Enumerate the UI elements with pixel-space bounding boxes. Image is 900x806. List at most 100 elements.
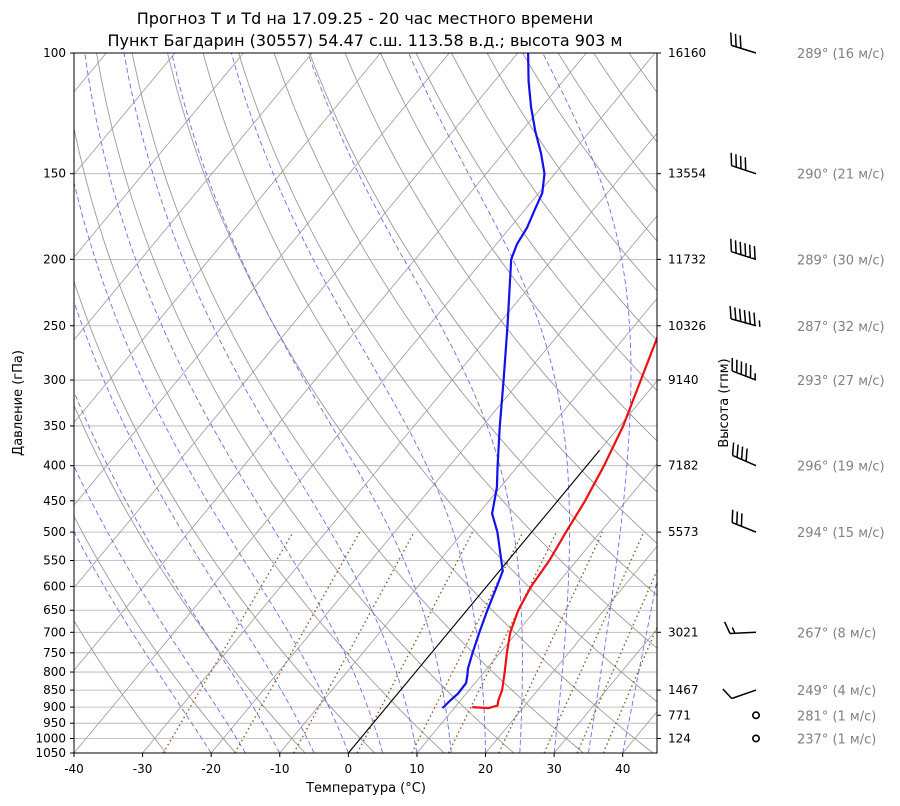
pressure-tick-label: 750 [43,646,66,660]
height-tick-label: 124 [668,731,691,745]
isotherm-line [142,132,657,753]
dry-adiabat-line [309,53,657,544]
moist-adiabat-line [408,53,570,753]
x-axis-label: Температура (°C) [305,781,426,796]
isotherm-line [74,53,587,671]
dry-adiabat-line [665,53,900,753]
wind-barb-label: 290° (21 м/с) [797,168,885,183]
pressure-tick-label: 650 [43,603,66,617]
wind-barbs-panel: 289° (16 м/с) 290° (21 м/с) 289° (30 м/с) 2… [722,32,885,747]
wind-barb [722,688,757,700]
height-tick-label: 771 [668,708,691,722]
x-axis-ticks: -40 -30 -20 -10 0 10 20 30 40 [64,753,630,776]
wind-barb [731,509,757,533]
mixing-ratio-line [356,531,474,753]
moist-adiabat-line [307,53,523,753]
height-tick-label: 9140 [668,373,699,387]
pressure-tick-label: 700 [43,625,66,639]
calm-wind-circle [751,734,760,743]
data-series [441,53,657,710]
dry-adiabat-line [167,53,654,753]
moist-adiabat-line [622,578,657,753]
moist-adiabat-line [123,53,418,753]
pressure-tick-label: 150 [43,167,66,181]
isotherm-line [553,628,657,753]
dry-adiabat-line [380,53,657,442]
x-tick-label: 40 [615,762,630,776]
wind-barb [731,357,757,381]
pressure-tick-label: 100 [43,46,66,60]
x-tick-label: 20 [478,762,493,776]
x-tick-label: 0 [345,762,353,776]
wind-barb [729,306,761,327]
height-tick-label: 11732 [668,252,706,266]
moist-adiabat-line [74,180,349,753]
dry-adiabat-line [557,53,657,193]
moist-adiabat-line [230,53,486,753]
x-tick-label: -40 [64,762,84,776]
wind-barb-label: 296° (19 м/с) [797,460,885,475]
dry-adiabat-line [736,53,900,753]
wind-barb-label: 287° (32 м/с) [797,320,885,335]
pressure-axis-ticks: 100 150 200 250 300 350 400 450 500 550 600 650 700 7… [35,46,74,760]
pressure-tick-label: 600 [43,579,66,593]
height-tick-label: 10326 [668,319,706,333]
dry-adiabat-line [415,53,657,392]
dry-adiabat-line [522,53,657,242]
pressure-tick-label: 200 [43,252,66,266]
wind-barb-label: 237° (1 м/с) [797,732,876,747]
dry-adiabat-line [74,619,167,753]
height-axis-ticks: 16160 13554 11732 10326 9140 7182 5573 3021 1467… [657,46,706,745]
dry-adiabat-line [96,53,515,753]
mixing-ratio-line [234,531,361,753]
moist-adiabat-line [74,390,281,753]
x-tick-label: 30 [546,762,561,776]
pressure-tick-label: 900 [43,700,66,714]
isotherm-line [74,53,519,589]
chart-title-line-1: Прогноз T и Td на 17.09.25 - 20 час мест… [137,9,593,28]
dry-adiabat-line [486,53,657,292]
isotherm-line [74,53,450,506]
dry-adiabat-line [451,53,657,342]
x-tick-label: -30 [133,762,153,776]
pressure-tick-label: 500 [43,525,66,539]
height-tick-label: 5573 [668,525,699,539]
y-axis-label: Давление (гПа) [11,350,26,456]
isotherm-line [622,711,657,753]
dry-adiabat-lines [74,53,900,753]
isotherm-line [74,53,381,424]
moist-adiabat-lines [74,53,657,753]
wind-barb [730,238,757,261]
wind-barb-label: 281° (1 м/с) [797,709,876,724]
moist-adiabat-line [74,465,246,753]
isotherm-line [74,53,656,753]
wind-barb-label: 289° (30 м/с) [797,253,885,268]
isotherm-lines [74,53,657,753]
wind-barb [730,32,757,54]
dry-adiabat-line [131,53,584,753]
moist-adiabat-line [74,530,212,753]
pressure-tick-label: 250 [43,319,66,333]
wind-barb-label: 289° (16 м/с) [797,47,885,62]
pressure-tick-label: 1050 [35,746,66,760]
x-tick-label: -10 [270,762,290,776]
dry-adiabat-line [202,53,657,703]
wind-barb-label: 267° (8 м/с) [797,626,876,641]
pressure-tick-label: 300 [43,373,66,387]
pressure-tick-label: 350 [43,419,66,433]
mixing-ratio-line [162,531,294,753]
wind-barb [730,152,757,175]
mixing-ratio-line [576,568,657,753]
height-tick-label: 1467 [668,683,699,697]
dewpoint-line [441,53,546,709]
pressure-tick-label: 1000 [35,731,66,745]
mixing-ratio-line [411,531,524,753]
isotherm-line [74,53,176,176]
pressure-tick-label: 850 [43,683,66,697]
wind-barb [731,442,757,467]
x-tick-label: -20 [201,762,221,776]
temperature-line [472,335,657,710]
height-tick-label: 16160 [668,46,706,60]
dry-adiabat-line [238,53,657,649]
plot-frame [73,52,658,754]
